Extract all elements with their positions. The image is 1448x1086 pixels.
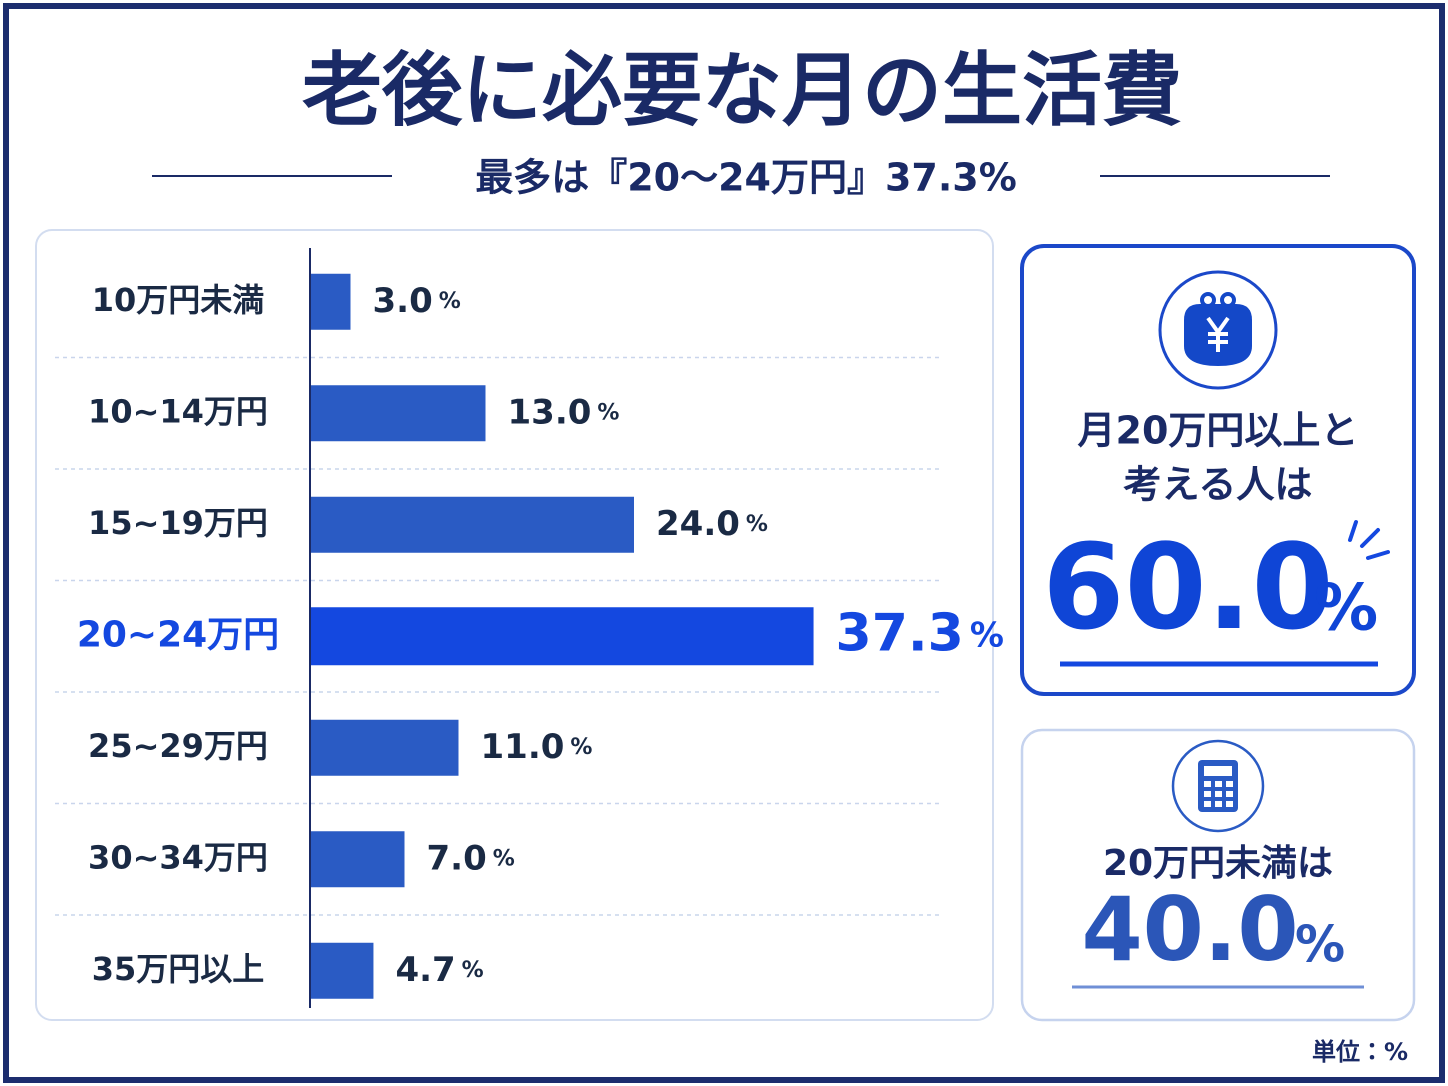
value-label-unit: % — [970, 615, 1004, 655]
chart-subtitle: 最多は『20〜24万円』37.3% — [475, 156, 1017, 200]
value-label: 24.0 — [656, 503, 740, 543]
bar — [310, 273, 351, 330]
value-label: 4.7 — [395, 949, 455, 989]
value-label: 7.0% — [427, 838, 515, 878]
plot: 10万円未満 3.0 % 10~14万円 13.0 % 15~19万円 24.0 % 20~24万… — [55, 248, 1004, 1008]
category-label: 35万円以上 — [92, 950, 265, 988]
value-label: 3.0% — [373, 280, 461, 320]
bar — [310, 831, 405, 888]
card-text: 月20万円以上と — [1078, 409, 1359, 453]
value-label-unit: % — [439, 289, 461, 314]
purse-icon — [1184, 292, 1252, 366]
calculator-icon — [1198, 760, 1238, 812]
bar — [310, 607, 814, 666]
value-label: 3.0 — [373, 280, 433, 320]
card-unit: % — [1295, 916, 1345, 974]
chart-title: 老後に必要な月の生活費 — [302, 44, 1182, 137]
summary-card — [1020, 244, 1416, 696]
value-label-unit: % — [597, 400, 619, 425]
category-label: 20~24万円 — [77, 614, 279, 655]
value-label: 13.0% — [508, 392, 620, 432]
category-label: 25~29万円 — [88, 727, 268, 765]
category-label: 10万円未満 — [92, 281, 265, 319]
card-text: 20万円未満は — [1103, 843, 1333, 884]
bar — [310, 719, 459, 776]
card-value: 40.0 — [1081, 878, 1298, 981]
bar — [310, 942, 374, 999]
summary-card — [1020, 728, 1416, 1022]
value-label-unit: % — [746, 512, 768, 537]
value-label: 11.0% — [481, 726, 593, 766]
category-label: 10~14万円 — [88, 392, 268, 430]
card-unit: % — [1314, 572, 1378, 646]
sparkle — [1348, 520, 1390, 560]
card-value: 60.0 — [1042, 518, 1333, 656]
value-label: 4.7% — [395, 949, 483, 989]
unit-note: 単位：% — [1312, 1038, 1408, 1066]
bar — [310, 385, 486, 442]
value-label: 13.0 — [508, 392, 592, 432]
bar — [310, 496, 634, 553]
card-text: 考える人は — [1123, 463, 1313, 507]
value-label-unit: % — [570, 735, 592, 760]
value-label: 11.0 — [481, 726, 565, 766]
value-label: 37.3% — [836, 603, 1004, 663]
value-label: 24.0% — [656, 503, 768, 543]
value-label: 7.0 — [427, 838, 487, 878]
value-label: 37.3 — [836, 603, 964, 663]
value-label-unit: % — [493, 846, 515, 871]
category-label: 15~19万円 — [88, 504, 268, 542]
category-label: 30~34万円 — [88, 838, 268, 876]
value-label-unit: % — [462, 958, 484, 983]
